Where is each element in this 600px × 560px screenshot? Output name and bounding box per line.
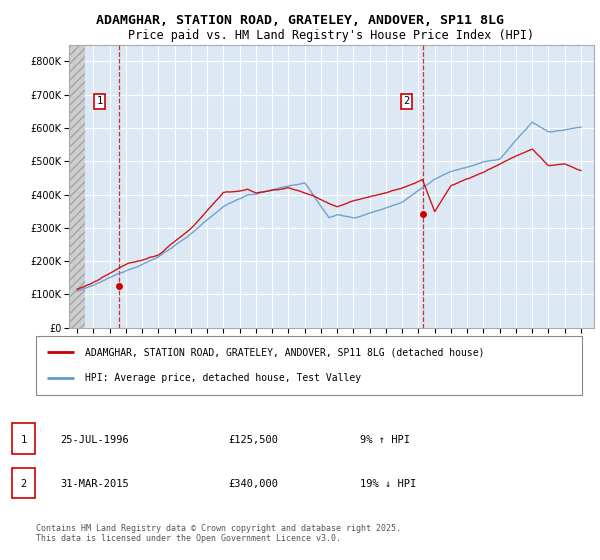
Bar [69,45,85,328]
Title: Price paid vs. HM Land Registry's House Price Index (HPI): Price paid vs. HM Land Registry's House … [128,29,535,42]
Text: 19% ↓ HPI: 19% ↓ HPI [360,479,416,489]
Text: 1: 1 [20,435,26,445]
Text: 2: 2 [20,479,26,489]
Text: ADAMGHAR, STATION ROAD, GRATELEY, ANDOVER, SP11 8LG: ADAMGHAR, STATION ROAD, GRATELEY, ANDOVE… [96,14,504,27]
FancyBboxPatch shape [36,336,582,395]
Text: 1: 1 [96,96,103,106]
Text: 9% ↑ HPI: 9% ↑ HPI [360,435,410,445]
Text: 25-JUL-1996: 25-JUL-1996 [60,435,129,445]
Text: £125,500: £125,500 [228,435,278,445]
Text: Contains HM Land Registry data © Crown copyright and database right 2025.
This d: Contains HM Land Registry data © Crown c… [36,524,401,543]
Text: ADAMGHAR, STATION ROAD, GRATELEY, ANDOVER, SP11 8LG (detached house): ADAMGHAR, STATION ROAD, GRATELEY, ANDOVE… [85,347,485,357]
Text: £340,000: £340,000 [228,479,278,489]
Text: HPI: Average price, detached house, Test Valley: HPI: Average price, detached house, Test… [85,374,361,384]
Text: 2: 2 [403,96,409,106]
Text: 31-MAR-2015: 31-MAR-2015 [60,479,129,489]
